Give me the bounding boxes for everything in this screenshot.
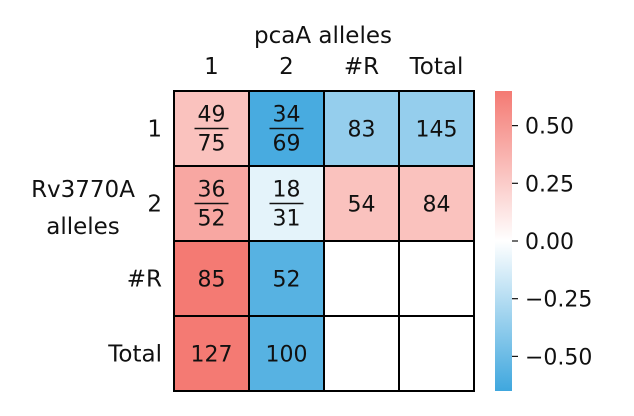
row-label: Total xyxy=(107,342,162,368)
heatmap-cell xyxy=(173,240,250,317)
cell-denominator: 31 xyxy=(273,207,301,232)
cell-value: 145 xyxy=(416,118,458,143)
row-label: 2 xyxy=(147,192,162,218)
cell-numerator: 34 xyxy=(273,103,301,128)
column-label: Total xyxy=(409,54,464,80)
heatmap-cell xyxy=(398,315,475,392)
column-label: 1 xyxy=(204,54,219,80)
cell-numerator: 36 xyxy=(198,178,226,203)
colorbar-tick-label: −0.50 xyxy=(525,345,592,370)
row-title-line1: Rv3770A xyxy=(31,177,135,203)
colorbar-tick-label: 0.50 xyxy=(525,115,574,140)
cell-denominator: 75 xyxy=(198,132,226,157)
row-label: 1 xyxy=(147,117,162,143)
cell-denominator: 69 xyxy=(273,132,301,157)
colorbar-tick-label: 0.00 xyxy=(525,230,574,255)
cell-value: 54 xyxy=(348,193,376,218)
heatmap-cell xyxy=(323,315,400,392)
cell-denominator: 52 xyxy=(198,207,226,232)
column-labels: 1 2 #R Total xyxy=(204,54,463,80)
column-title: pcaA alleles xyxy=(254,23,392,49)
cell-numerator: 18 xyxy=(273,178,301,203)
cell-value: 84 xyxy=(423,193,451,218)
row-label: #R xyxy=(127,267,162,293)
cell-value: 83 xyxy=(348,118,376,143)
colorbar xyxy=(495,91,512,391)
heatmap-cell xyxy=(398,90,475,167)
cell-value: 85 xyxy=(198,268,226,293)
colorbar-tick-label: 0.25 xyxy=(525,172,574,197)
heatmap-border xyxy=(173,90,475,392)
colorbar-tick-label: −0.25 xyxy=(525,288,592,313)
cell-value: 127 xyxy=(191,343,233,368)
heatmap-cell xyxy=(248,315,325,392)
heatmap-cells: 49 75 34 69 83 145 36 52 18 31 54 84 85 52 127 100 xyxy=(173,90,475,392)
heatmap-cell xyxy=(248,240,325,317)
heatmap-cell xyxy=(398,240,475,317)
cell-numerator: 49 xyxy=(198,103,226,128)
cell-value: 52 xyxy=(273,268,301,293)
row-title-line2: alleles xyxy=(46,214,120,240)
column-label: #R xyxy=(344,54,379,80)
heatmap-cell xyxy=(323,90,400,167)
heatmap-cell xyxy=(323,240,400,317)
column-label: 2 xyxy=(279,54,294,80)
cell-value: 100 xyxy=(266,343,308,368)
colorbar-ticks: 0.50 0.25 0.00 −0.25 −0.50 xyxy=(512,115,592,370)
row-labels: 1 2 #R Total xyxy=(107,117,162,368)
